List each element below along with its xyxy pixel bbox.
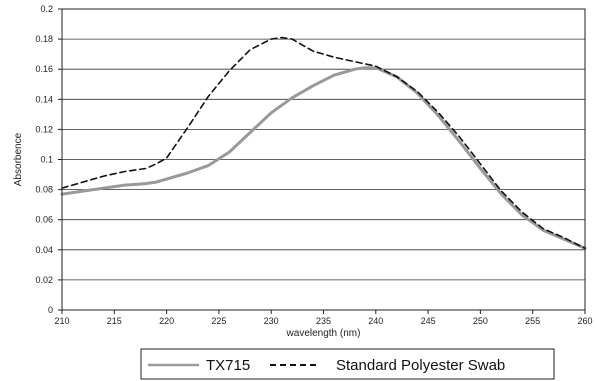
legend-label-polyester: Standard Polyester Swab [336,357,505,374]
y-tick-label: 0.16 [35,64,53,74]
x-tick-label: 260 [577,316,592,326]
x-tick-label: 230 [264,316,279,326]
y-tick-label: 0.08 [35,185,53,195]
x-tick-label: 215 [107,316,122,326]
plot-frame [61,8,586,311]
series-line-tx715 [60,66,587,250]
x-tick-label: 250 [473,316,488,326]
x-tick-label: 255 [525,316,540,326]
x-tick-label: 225 [211,316,226,326]
y-tick-label: 0.12 [35,124,53,134]
legend-label-tx715: TX715 [206,357,250,374]
x-tick-label: 220 [159,316,174,326]
gridlines [58,8,586,314]
y-tick-labels: 0 0.02 0.04 0.06 0.08 0.1 0.12 0.14 0.16 0.18 0.2 [35,4,53,315]
x-tick-label: 245 [421,316,436,326]
legend-box [140,348,555,380]
y-tick-label: 0.1 [40,155,53,165]
y-tick-label: 0.2 [40,4,53,14]
x-tick-labels: 210 215 220 225 230 235 240 245 250 255 260 [54,316,592,326]
x-axis-label: wavelength (nm) [286,328,361,339]
y-tick-label: 0 [48,305,53,315]
y-tick-label: 0.02 [35,275,53,285]
x-tick-label: 240 [368,316,383,326]
series-line-standard-polyester-swab [61,36,586,250]
x-tick-label: 210 [54,316,69,326]
y-tick-label: 0.18 [35,34,53,44]
legend: TX715 Standard Polyester Swab [140,348,555,380]
y-tick-label: 0.04 [35,245,53,255]
y-tick-label: 0.14 [35,94,53,104]
y-tick-label: 0.06 [35,215,53,225]
series-lines [60,36,587,250]
x-tick-label: 235 [316,316,331,326]
y-axis-label: Absorbence [13,132,24,186]
